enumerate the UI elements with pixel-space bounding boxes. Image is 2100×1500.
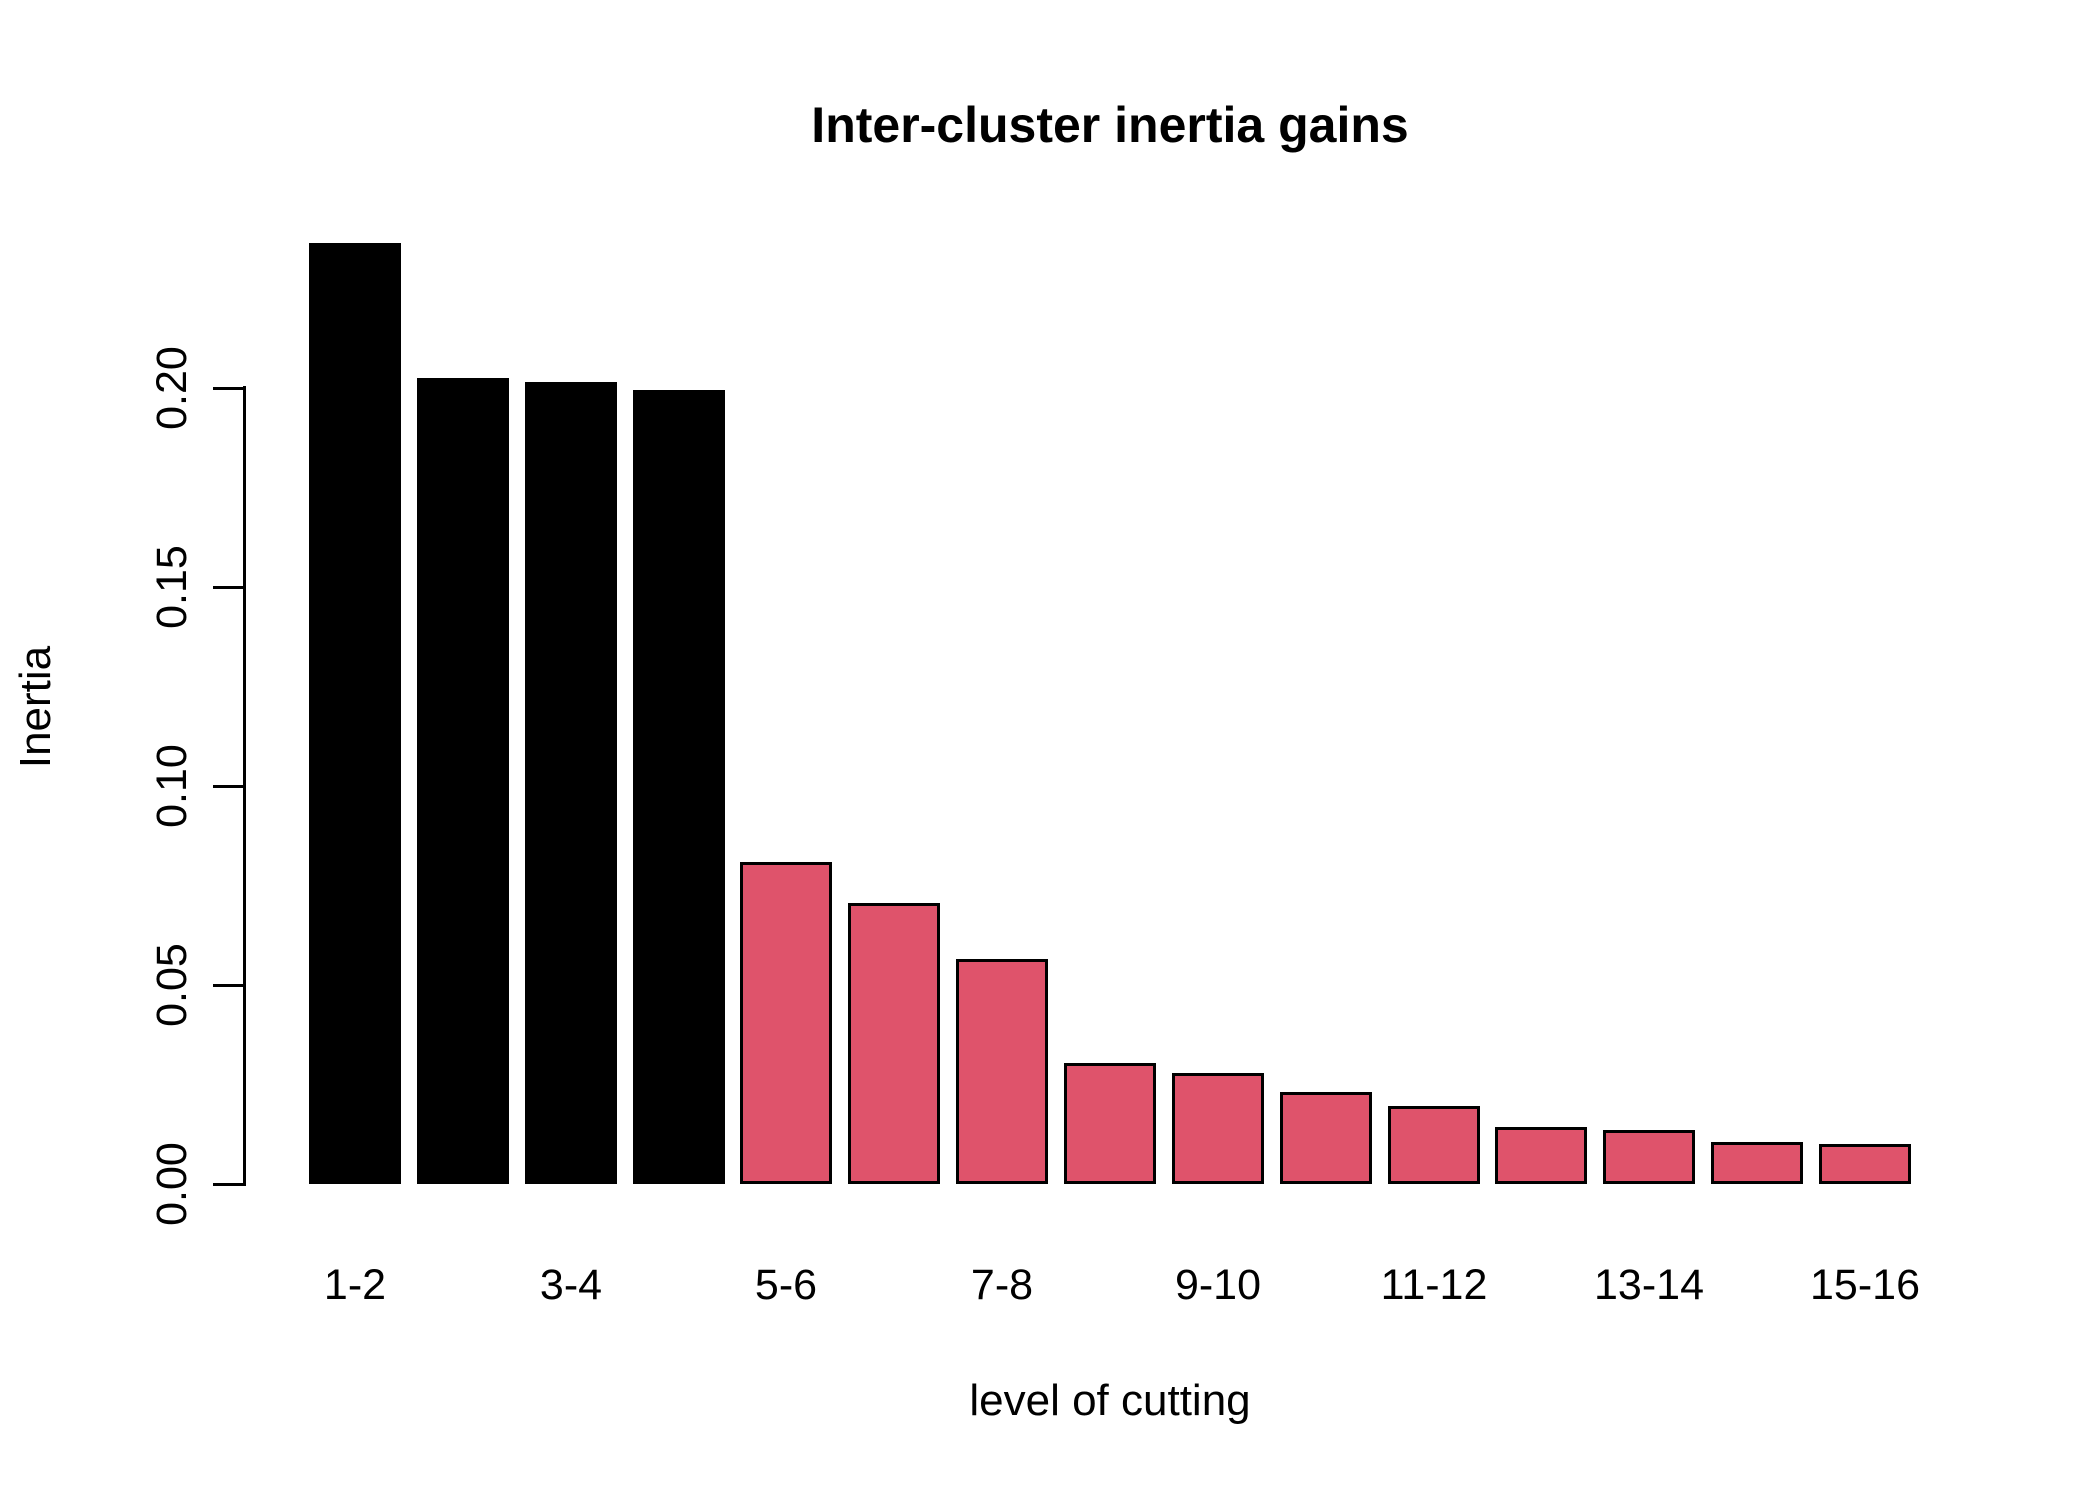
x-tick-label: 7-8: [970, 1261, 1034, 1309]
x-tick-label: 1-2: [323, 1261, 387, 1309]
x-axis-title: level of cutting: [969, 1376, 1251, 1425]
bar: [1388, 1106, 1480, 1184]
y-tick-label: 0.10: [148, 744, 196, 828]
bar: [1603, 1130, 1695, 1184]
y-tick-label: 0.05: [148, 943, 196, 1027]
y-tick: [213, 983, 245, 987]
bar: [1711, 1142, 1803, 1184]
bar: [309, 243, 401, 1184]
bar: [1064, 1063, 1156, 1184]
bar: [633, 390, 725, 1184]
bar: [848, 903, 940, 1184]
y-tick-label: 0.00: [148, 1142, 196, 1226]
bar: [525, 382, 617, 1184]
x-tick-label: 9-10: [1174, 1261, 1262, 1309]
bar: [956, 959, 1048, 1184]
x-tick-label: 11-12: [1380, 1261, 1488, 1309]
chart-title: Inter-cluster inertia gains: [811, 97, 1409, 153]
x-tick-label: 5-6: [754, 1261, 818, 1309]
y-tick: [213, 585, 245, 589]
bar: [417, 378, 509, 1184]
y-tick-label: 0.15: [148, 545, 196, 629]
bar: [740, 862, 832, 1184]
y-tick-label: 0.20: [148, 346, 196, 430]
y-axis-title: Inertia: [11, 645, 60, 769]
x-tick-label: 13-14: [1594, 1261, 1704, 1309]
bar: [1819, 1144, 1911, 1184]
y-tick: [213, 1182, 245, 1186]
x-tick-label: 15-16: [1810, 1261, 1920, 1309]
bar: [1495, 1127, 1587, 1184]
bar: [1172, 1073, 1264, 1184]
x-tick-label: 3-4: [539, 1261, 603, 1309]
y-tick: [213, 784, 245, 788]
bar: [1280, 1092, 1372, 1184]
y-tick: [213, 386, 245, 390]
